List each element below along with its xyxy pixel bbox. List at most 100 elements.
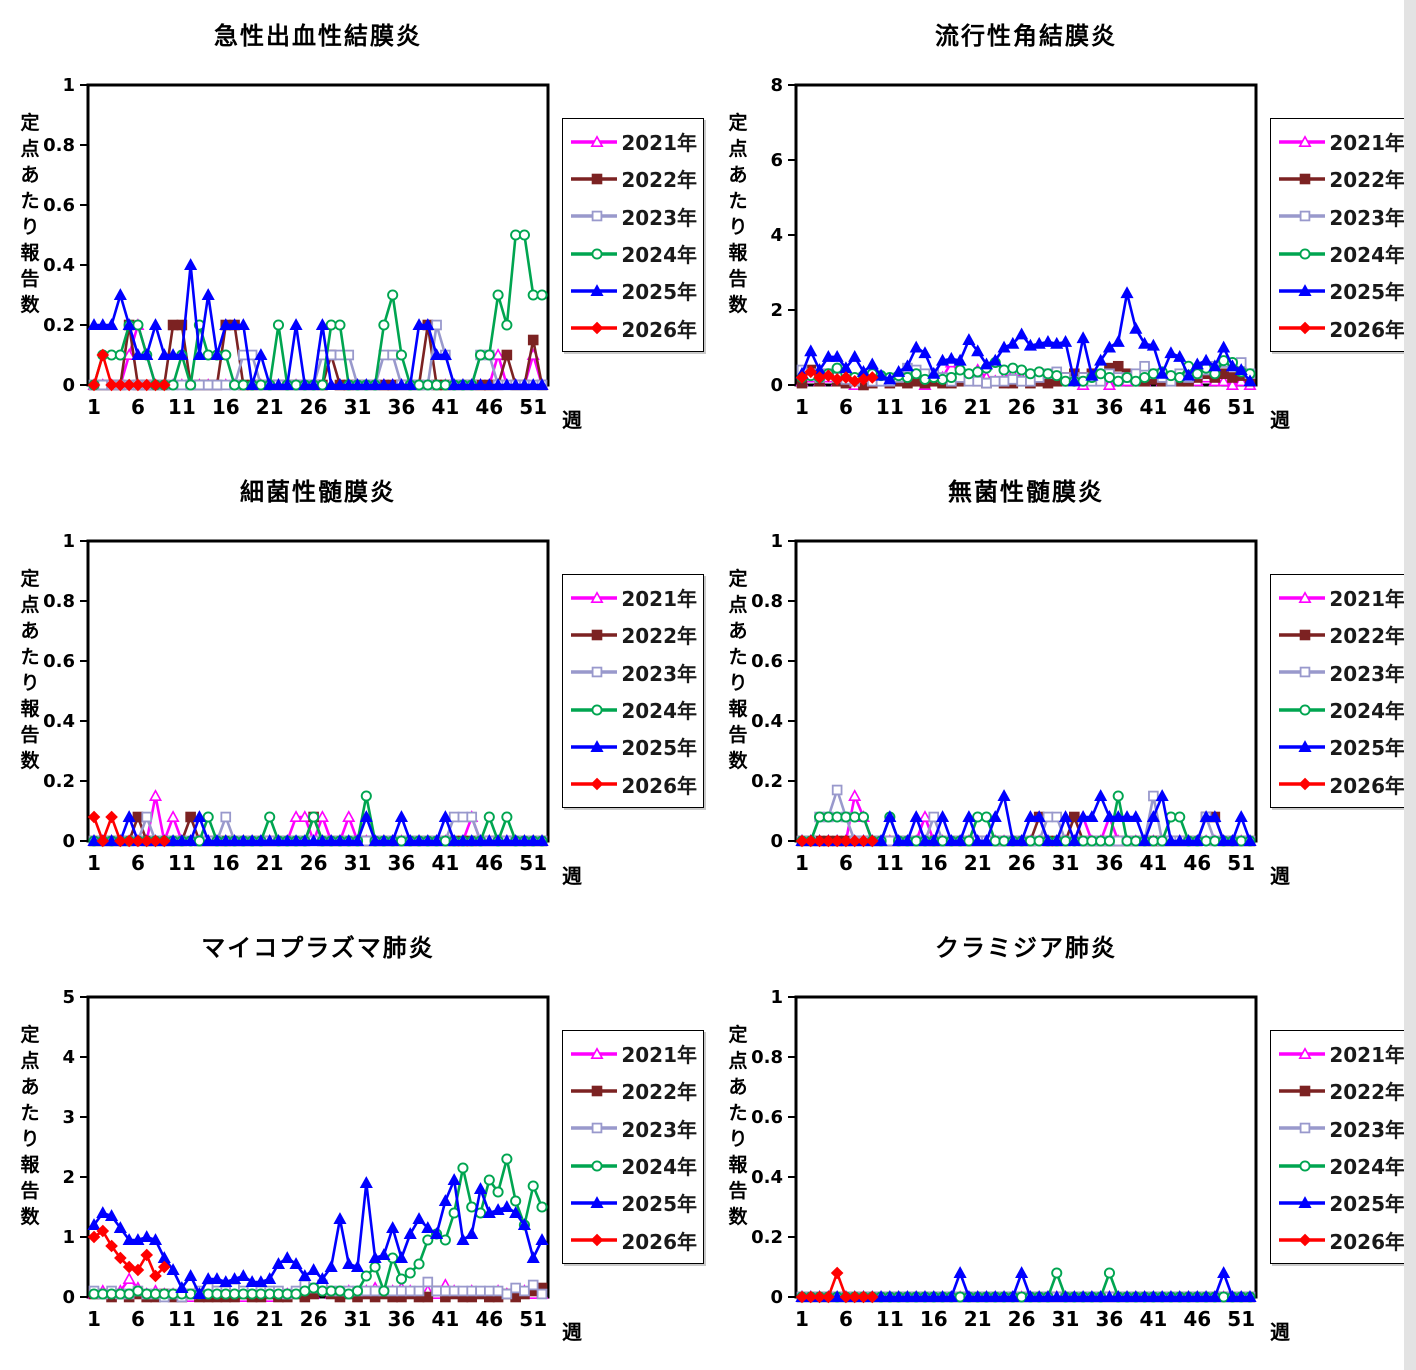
svg-text:0.6: 0.6 xyxy=(751,1107,783,1128)
svg-text:0: 0 xyxy=(62,831,75,852)
svg-text:11: 11 xyxy=(168,851,196,875)
svg-text:り: り xyxy=(20,672,39,694)
legend-item-2026年: 2026年 xyxy=(569,314,697,343)
svg-text:26: 26 xyxy=(1008,395,1036,419)
svg-text:4: 4 xyxy=(770,225,783,246)
svg-text:6: 6 xyxy=(131,1307,145,1331)
svg-text:数: 数 xyxy=(20,749,40,772)
svg-text:31: 31 xyxy=(1052,851,1080,875)
chart-title: 無菌性髄膜炎 xyxy=(948,478,1104,506)
chart-panel-bacterial-meningitis: 細菌性髄膜炎 0 0.2 0.4 0.6 0.8 1 定点あたり報告数 1 6 11 16 21 26 3… xyxy=(0,456,708,912)
svg-text:36: 36 xyxy=(1096,1307,1124,1331)
x-axis-title: 週 xyxy=(1270,864,1290,888)
svg-text:31: 31 xyxy=(344,851,372,875)
svg-text:41: 41 xyxy=(1139,1307,1167,1331)
legend-label: 2025年 xyxy=(621,280,697,305)
svg-text:0.2: 0.2 xyxy=(43,315,75,336)
legend-label: 2021年 xyxy=(621,587,697,612)
legend: 2021年 2022年 2023年 2024年 2025年 2026年 xyxy=(1270,574,1412,808)
legend-item-2026年: 2026年 xyxy=(1277,1226,1405,1255)
legend-item-2026年: 2026年 xyxy=(569,770,697,799)
x-axis: 1 6 11 16 21 26 31 36 41 46 51 xyxy=(87,1307,547,1331)
legend-marker-icon xyxy=(571,1085,618,1097)
svg-text:51: 51 xyxy=(1227,1307,1255,1331)
legend-marker-icon xyxy=(571,1233,618,1247)
legend-item-2024年: 2024年 xyxy=(569,1151,697,1180)
legend-item-2022年: 2022年 xyxy=(569,164,697,193)
y-axis: 0 0.2 0.4 0.6 0.8 1 xyxy=(43,75,87,396)
svg-text:0.4: 0.4 xyxy=(43,711,75,732)
svg-text:た: た xyxy=(728,190,747,212)
svg-text:46: 46 xyxy=(1183,1307,1211,1331)
legend-item-2022年: 2022年 xyxy=(1277,1076,1405,1105)
legend-item-2024年: 2024年 xyxy=(569,695,697,724)
series-2025年 xyxy=(795,286,1257,387)
svg-text:1: 1 xyxy=(87,395,101,419)
svg-text:0: 0 xyxy=(770,375,783,396)
svg-text:報: 報 xyxy=(728,241,748,264)
svg-text:た: た xyxy=(728,1102,747,1124)
plot-frame xyxy=(794,995,1258,1299)
legend-item-2021年: 2021年 xyxy=(569,127,697,156)
x-axis-title: 週 xyxy=(562,1320,582,1344)
svg-text:報: 報 xyxy=(20,697,40,720)
svg-text:16: 16 xyxy=(920,851,948,875)
legend-marker-icon xyxy=(571,629,618,641)
svg-text:46: 46 xyxy=(475,1307,503,1331)
svg-text:4: 4 xyxy=(62,1047,75,1068)
legend-item-2025年: 2025年 xyxy=(1277,276,1405,305)
legend-label: 2024年 xyxy=(621,699,697,724)
legend-item-2024年: 2024年 xyxy=(569,239,697,268)
legend-marker-icon xyxy=(1279,321,1326,335)
svg-text:0.8: 0.8 xyxy=(751,1047,783,1068)
svg-text:あ: あ xyxy=(728,620,747,642)
svg-text:数: 数 xyxy=(728,749,748,772)
svg-text:36: 36 xyxy=(1096,851,1124,875)
x-axis: 1 6 11 16 21 26 31 36 41 46 51 xyxy=(87,395,547,419)
svg-text:5: 5 xyxy=(62,987,75,1008)
legend-label: 2023年 xyxy=(621,1117,697,1142)
legend-marker-icon xyxy=(571,740,618,752)
legend-item-2023年: 2023年 xyxy=(1277,658,1405,687)
chart-panel-chlamydia-pneumonia: クラミジア肺炎 0 0.2 0.4 0.6 0.8 1 定点あたり報告数 1 6 11 16 21 26… xyxy=(708,912,1416,1368)
series-2025年 xyxy=(87,810,549,846)
legend-label: 2025年 xyxy=(1329,1192,1405,1217)
svg-text:36: 36 xyxy=(388,395,416,419)
svg-text:報: 報 xyxy=(20,1153,40,1176)
plot-frame xyxy=(86,995,550,1299)
svg-text:31: 31 xyxy=(1052,1307,1080,1331)
legend-item-2022年: 2022年 xyxy=(1277,164,1405,193)
chart-title: 細菌性髄膜炎 xyxy=(240,478,396,506)
svg-text:報: 報 xyxy=(728,697,748,720)
legend-marker-icon xyxy=(1279,248,1326,260)
svg-text:31: 31 xyxy=(1052,395,1080,419)
svg-text:6: 6 xyxy=(131,395,145,419)
legend-marker-icon xyxy=(1279,173,1326,185)
series-2025年 xyxy=(795,1266,1257,1302)
chart-title: 流行性角結膜炎 xyxy=(935,22,1117,50)
legend-label: 2022年 xyxy=(1329,624,1405,649)
y-axis: 0 2 4 6 8 xyxy=(770,75,795,396)
svg-text:数: 数 xyxy=(728,293,748,316)
svg-text:26: 26 xyxy=(1008,851,1036,875)
svg-text:あ: あ xyxy=(20,1076,39,1098)
svg-text:告: 告 xyxy=(728,267,747,290)
x-axis-title: 週 xyxy=(1270,408,1290,432)
svg-text:り: り xyxy=(20,1128,39,1150)
legend-marker-icon xyxy=(1279,284,1326,296)
svg-text:1: 1 xyxy=(87,851,101,875)
svg-text:1: 1 xyxy=(62,531,75,552)
svg-text:36: 36 xyxy=(388,1307,416,1331)
svg-text:1: 1 xyxy=(795,851,809,875)
svg-text:た: た xyxy=(20,190,39,212)
svg-text:16: 16 xyxy=(212,395,240,419)
legend-item-2022年: 2022年 xyxy=(569,1076,697,1105)
svg-text:告: 告 xyxy=(728,1179,747,1202)
legend-marker-icon xyxy=(571,1196,618,1208)
legend-label: 2021年 xyxy=(1329,131,1405,156)
y-axis: 0 0.2 0.4 0.6 0.8 1 xyxy=(751,531,795,852)
svg-text:6: 6 xyxy=(839,1307,853,1331)
